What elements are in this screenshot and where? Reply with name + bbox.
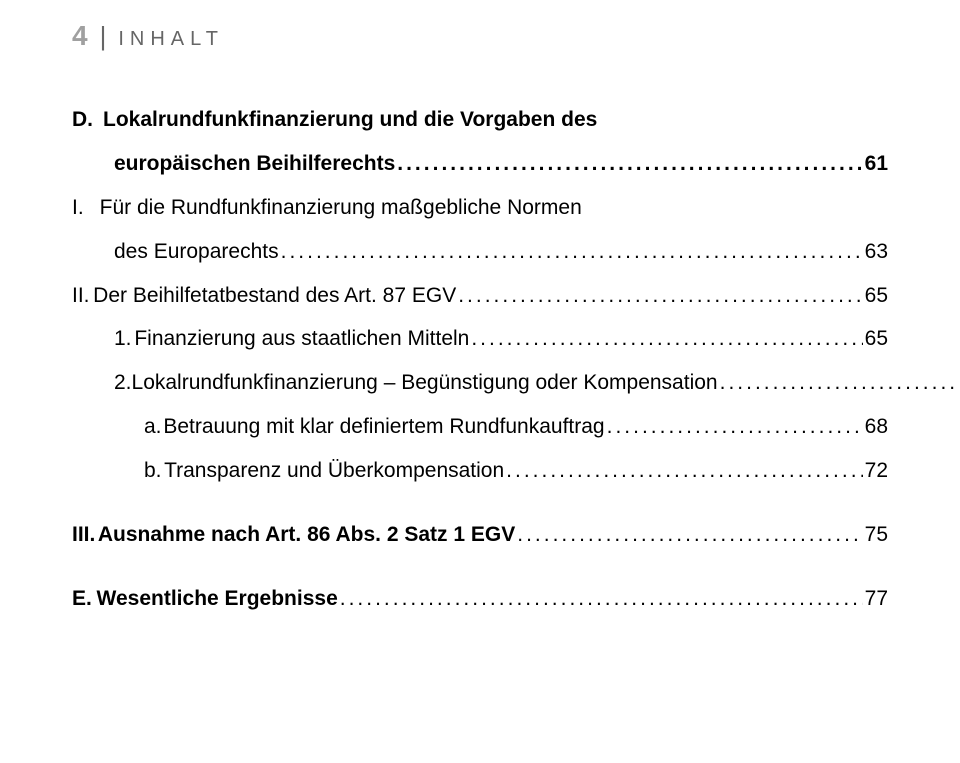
toc-label: 1.	[114, 319, 132, 359]
toc-leader-dots	[517, 515, 862, 555]
toc-page: 72	[865, 451, 888, 491]
toc-text: Finanzierung aus staatlichen Mitteln	[134, 319, 469, 359]
toc-page: 68	[865, 407, 888, 447]
toc-label: I.	[72, 188, 84, 228]
table-of-contents: D. Lokalrundfunkfinanzierung und die Vor…	[72, 100, 888, 619]
toc-text: Ausnahme nach Art. 86 Abs. 2 Satz 1 EGV	[98, 515, 515, 555]
toc-text: Lokalrundfunkfinanzierung und die Vorgab…	[103, 100, 597, 140]
header-divider: |	[100, 21, 107, 52]
toc-label: E.	[72, 579, 92, 619]
toc-page: 63	[865, 232, 888, 272]
toc-text: Für die Rundfunkfinanzierung maßgebliche…	[100, 188, 582, 228]
toc-label: II.	[72, 276, 90, 316]
toc-leader-dots	[471, 319, 862, 359]
toc-leader-dots	[458, 276, 862, 316]
toc-entry-ii: II. Der Beihilfetatbestand des Art. 87 E…	[72, 276, 888, 316]
toc-leader-dots	[340, 579, 863, 619]
toc-leader-dots	[607, 407, 863, 447]
toc-label: III.	[72, 515, 95, 555]
toc-entry-d-line1: D. Lokalrundfunkfinanzierung und die Vor…	[72, 100, 888, 140]
toc-text: Der Beihilfetatbestand des Art. 87 EGV	[93, 276, 456, 316]
toc-text: Transparenz und Überkompensation	[164, 451, 504, 491]
toc-entry-ii-1: 1. Finanzierung aus staatlichen Mitteln …	[72, 319, 888, 359]
toc-entry-e: E. Wesentliche Ergebnisse 77	[72, 579, 888, 619]
toc-entry-ii-2a: a. Betrauung mit klar definiertem Rundfu…	[72, 407, 888, 447]
toc-page: 65	[865, 319, 888, 359]
toc-entry-i-line2: des Europarechts 63	[72, 232, 888, 272]
toc-text: Wesentliche Ergebnisse	[97, 579, 338, 619]
page-header: 4 | INHALT	[72, 20, 888, 52]
toc-page: 61	[865, 144, 888, 184]
toc-page: 65	[865, 276, 888, 316]
toc-label: b.	[144, 451, 162, 491]
toc-leader-dots	[506, 451, 862, 491]
toc-leader-dots	[281, 232, 863, 272]
toc-text: Lokalrundfunkfinanzierung – Begünstigung…	[132, 363, 718, 403]
toc-label: D.	[72, 100, 93, 140]
toc-label: 2.	[114, 363, 132, 403]
toc-page: 77	[865, 579, 888, 619]
toc-page: 75	[865, 515, 888, 555]
page-number: 4	[72, 20, 88, 52]
toc-entry-ii-2: 2. Lokalrundfunkfinanzierung – Begünstig…	[72, 363, 888, 403]
toc-entry-i-line1: I. Für die Rundfunkfinanzierung maßgebli…	[72, 188, 888, 228]
toc-entry-iii: III. Ausnahme nach Art. 86 Abs. 2 Satz 1…	[72, 515, 888, 555]
toc-leader-dots	[720, 363, 960, 403]
toc-entry-ii-2b: b. Transparenz und Überkompensation 72	[72, 451, 888, 491]
toc-label: a.	[144, 407, 162, 447]
header-label: INHALT	[118, 28, 224, 51]
toc-text: Betrauung mit klar definiertem Rundfunka…	[163, 407, 604, 447]
toc-text: europäischen Beihilferechts	[114, 144, 395, 184]
toc-entry-d-line2: europäischen Beihilferechts 61	[72, 144, 888, 184]
toc-leader-dots	[397, 144, 862, 184]
toc-text: des Europarechts	[114, 232, 279, 272]
